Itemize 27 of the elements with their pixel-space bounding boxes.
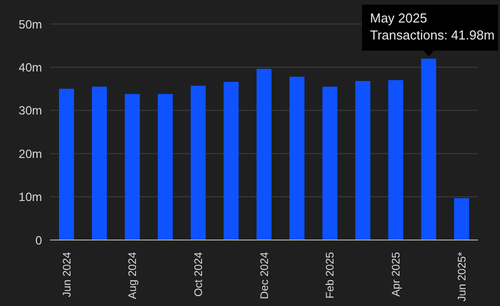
bar: [289, 76, 304, 240]
x-tick-label: Feb 2025: [324, 252, 337, 298]
bar: [59, 88, 74, 240]
annotation: May 2025 Transactions: 41.98m: [370, 10, 495, 43]
x-tick-label: Aug 2024: [127, 252, 140, 300]
y-tick-label: 40m: [18, 60, 42, 74]
y-tick-label: 10m: [18, 190, 42, 204]
x-tick-label: Oct 2024: [192, 252, 205, 297]
bar: [190, 86, 206, 240]
y-tick-label: 0: [35, 233, 42, 248]
bar: [322, 86, 338, 240]
y-tick-label: 30m: [18, 104, 42, 118]
y-tick-label: 20m: [18, 146, 42, 161]
bar: [92, 86, 107, 240]
bar: [124, 94, 140, 240]
bar: [355, 81, 370, 240]
bar: [454, 198, 470, 240]
bar: [224, 82, 239, 240]
x-tick-label: Apr 2025: [390, 252, 402, 297]
bar: [388, 80, 404, 240]
x-tick-label: Jun 2025*: [456, 251, 468, 302]
bar: [421, 58, 436, 240]
bar: [256, 68, 272, 240]
bar: [158, 94, 173, 240]
x-tick-label: Jun 2024: [61, 252, 74, 298]
x-tick-label: Dec 2024: [258, 252, 271, 300]
y-tick-label: 50m: [18, 17, 42, 32]
